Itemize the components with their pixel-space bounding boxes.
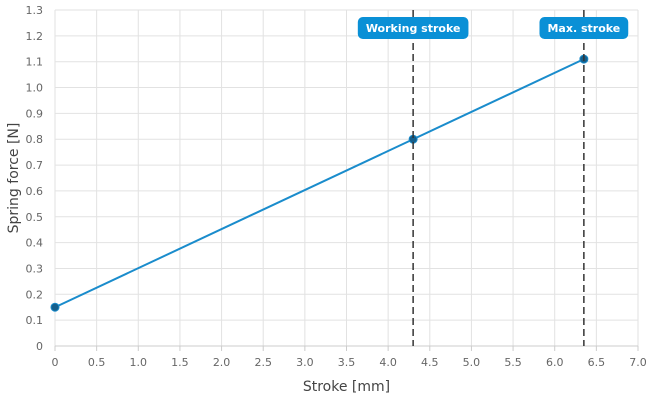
x-tick-label: 4.5 (421, 356, 439, 369)
y-tick-label: 0.6 (26, 185, 44, 198)
series (50, 54, 589, 312)
y-tick-label: 1.0 (26, 82, 44, 95)
data-point (50, 302, 60, 312)
y-axis-title: Spring force [N] (6, 123, 22, 234)
marker-label-background (539, 17, 629, 39)
y-tick-label: 0.7 (26, 159, 44, 172)
x-tick-label: 3.0 (296, 356, 314, 369)
x-tick-label: 5.5 (504, 356, 522, 369)
marker-label-background (357, 17, 469, 39)
x-tick-label: 0 (52, 356, 59, 369)
x-tick-label: 6.5 (588, 356, 606, 369)
y-tick-label: 1.1 (26, 56, 44, 69)
x-tick-label: 2.0 (213, 356, 231, 369)
y-tick-label: 1.2 (26, 30, 44, 43)
y-tick-label: 0.1 (26, 314, 44, 327)
series-line (54, 58, 585, 309)
x-tick-label: 3.5 (338, 356, 356, 369)
x-axis-title: Stroke [mm] (303, 379, 390, 395)
y-axis-ticks: 0 0.1 0.2 0.3 0.4 0.5 0.6 0.7 0.8 0.9 1.0 1.1 1.2 1.3 (26, 4, 44, 353)
x-tick-label: 1.0 (130, 356, 148, 369)
marker-label-text: Max. stroke (547, 22, 620, 35)
y-tick-label: 0.4 (26, 237, 44, 250)
x-tick-label: 1.5 (171, 356, 189, 369)
x-tick-label: 4.0 (379, 356, 397, 369)
y-tick-label: 0.2 (26, 288, 44, 301)
grid (54, 9, 639, 347)
x-tick-label: 6.0 (546, 356, 564, 369)
x-tick-label: 7.0 (629, 356, 647, 369)
marker-label-text: Working stroke (366, 22, 461, 35)
marker-label: Working stroke (357, 17, 469, 39)
x-tick-label: 2.5 (254, 356, 272, 369)
marker-label: Max. stroke (539, 17, 629, 39)
y-tick-label: 0.5 (26, 211, 44, 224)
y-tick-label: 0.9 (26, 107, 44, 120)
y-tick-label: 0.3 (26, 262, 44, 275)
y-tick-label: 0.8 (26, 133, 44, 146)
x-tick-label: 5.0 (463, 356, 481, 369)
markers: Working stroke Max. stroke (357, 10, 629, 346)
x-tick-label: 0.5 (88, 356, 106, 369)
y-tick-label: 0 (36, 340, 43, 353)
x-axis-ticks: 0 0.5 1.0 1.5 2.0 2.5 3.0 3.5 4.0 4.5 5.0 5.5 6.0 6.5… (52, 345, 647, 369)
y-tick-label: 1.3 (26, 4, 44, 17)
